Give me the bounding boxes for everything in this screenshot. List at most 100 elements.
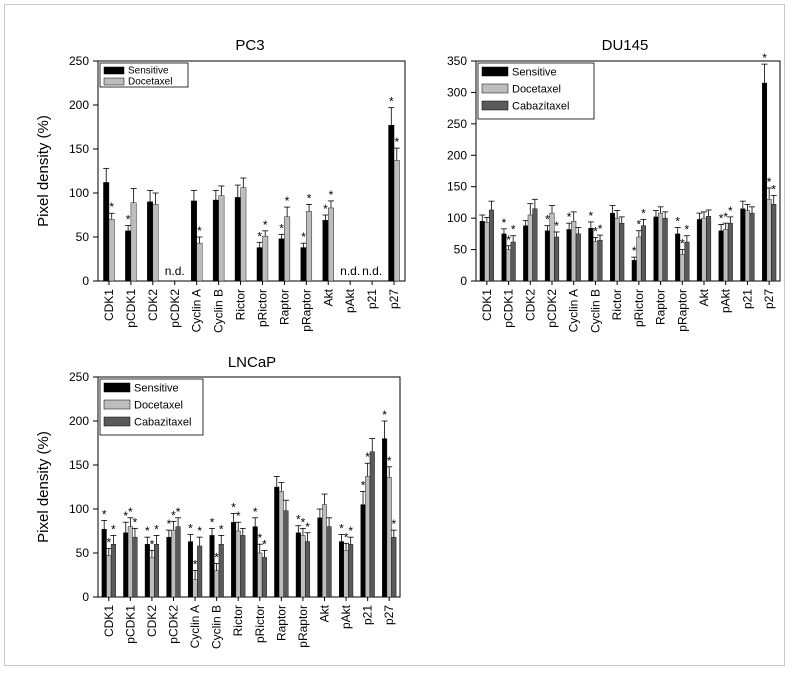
legend-swatch-docetaxel (103, 77, 125, 86)
bar-sensitive-pakt (338, 541, 344, 598)
significance-star: * (593, 225, 598, 239)
bar-cabazitaxel-p21 (369, 451, 375, 598)
bar-cabazitaxel-cyclin-b (218, 544, 224, 598)
significance-star: * (387, 454, 392, 468)
bar-sensitive-pcdk2 (166, 536, 172, 598)
significance-star: * (391, 517, 396, 531)
legend-label-sensitive: Sensitive (512, 67, 557, 79)
bar-sensitive-praptor (295, 532, 301, 598)
x-tick-label-p21: p21 (365, 289, 379, 309)
significance-star: * (771, 183, 776, 197)
significance-star: * (329, 188, 334, 202)
bar-docetaxel-cdk2 (152, 204, 159, 282)
bar-cabazitaxel-cyclin-a (575, 233, 581, 282)
bar-sensitive-cdk1 (103, 182, 110, 282)
bar-sensitive-rictor (234, 197, 241, 282)
y-tick-label: 200 (447, 148, 467, 162)
not-detected-label: n.d. (362, 264, 382, 278)
chart-title: PC3 (235, 37, 264, 54)
significance-star: * (296, 513, 301, 527)
legend-swatch-docetaxel (481, 83, 509, 94)
bar-docetaxel-cdk2 (527, 214, 533, 282)
x-tick-label-pakt: pAkt (719, 288, 733, 313)
significance-star: * (323, 202, 328, 216)
bar-cabazitaxel-pcdk1 (132, 536, 138, 598)
bar-docetaxel-pakt (343, 550, 349, 598)
bar-sensitive-p21 (740, 208, 746, 282)
bar-cabazitaxel-cyclin-a (197, 545, 203, 598)
bar-docetaxel-raptor (278, 491, 284, 598)
x-tick-label-pakt: pAkt (343, 288, 357, 313)
significance-star: * (219, 522, 224, 536)
plot-area (475, 60, 781, 282)
legend-label-sensitive: Sensitive (134, 383, 179, 395)
x-tick-label-raptor: Raptor (654, 289, 668, 325)
significance-star: * (102, 507, 107, 521)
legend-label-sensitive: Sensitive (128, 66, 169, 77)
x-tick-label-pcdk2: pCDK2 (168, 289, 182, 328)
bar-cabazitaxel-prictor (640, 225, 646, 282)
significance-star: * (637, 218, 642, 232)
x-tick-label-prictor: pRictor (255, 289, 269, 327)
y-axis-label: Pixel density (%) (35, 115, 52, 227)
y-tick-label: 50 (454, 243, 468, 257)
bar-cabazitaxel-cdk2 (532, 208, 538, 282)
bar-docetaxel-cyclin-a (196, 242, 203, 282)
x-tick-label-cyclin-b: Cyclin B (212, 289, 226, 333)
bar-docetaxel-pcdk1 (130, 202, 137, 282)
significance-star: * (598, 222, 603, 236)
bar-cabazitaxel-pakt (348, 544, 354, 598)
y-tick-label: 150 (69, 458, 89, 472)
significance-star: * (348, 524, 353, 538)
legend-swatch-sensitive (481, 66, 509, 77)
bar-cabazitaxel-pcdk2 (175, 526, 181, 598)
x-tick-label-akt: Akt (697, 288, 711, 306)
bar-cabazitaxel-p27 (391, 536, 397, 598)
bar-docetaxel-akt (322, 504, 328, 598)
y-tick-label: 100 (69, 502, 89, 516)
significance-star: * (197, 524, 202, 538)
bar-docetaxel-cyclin-a (192, 579, 198, 598)
significance-star: * (301, 230, 306, 244)
x-tick-label-cdk2: CDK2 (523, 289, 537, 321)
significance-star: * (567, 210, 572, 224)
x-tick-label-raptor: Raptor (274, 605, 288, 641)
y-tick-label: 100 (447, 211, 467, 225)
bar-sensitive-prictor (631, 260, 637, 282)
x-tick-label-cyclin-b: Cyclin B (210, 605, 224, 649)
significance-star: * (632, 244, 637, 258)
bar-docetaxel-cyclin-b (214, 570, 220, 598)
bar-docetaxel-akt (328, 207, 334, 282)
x-tick-label-rictor: Rictor (610, 289, 624, 320)
bar-docetaxel-cyclin-b (218, 195, 225, 282)
y-tick-label: 150 (447, 180, 467, 194)
significance-star: * (394, 135, 399, 149)
x-tick-label-cdk1: CDK1 (102, 605, 116, 637)
x-tick-label-pcdk1: pCDK1 (502, 289, 516, 328)
x-tick-label-cyclin-a: Cyclin A (190, 289, 204, 332)
y-tick-label: 50 (76, 230, 90, 244)
bar-docetaxel-pcdk1 (127, 526, 133, 598)
bar-sensitive-cdk2 (523, 225, 529, 282)
x-tick-label-cdk2: CDK2 (145, 605, 159, 637)
x-tick-label-praptor: pRaptor (675, 289, 689, 332)
legend-swatch-sensitive (103, 66, 125, 75)
bar-cabazitaxel-pakt (727, 222, 733, 282)
bar-sensitive-pcdk2 (544, 230, 550, 282)
bar-sensitive-rictor (610, 212, 616, 282)
x-tick-label-p21: p21 (361, 605, 375, 625)
bar-docetaxel-cdk2 (149, 557, 155, 598)
y-tick-label: 0 (82, 274, 89, 288)
bar-docetaxel-prictor (636, 236, 642, 282)
significance-star: * (762, 51, 767, 65)
x-tick-label-praptor: pRaptor (296, 605, 310, 648)
bar-docetaxel-p21 (744, 210, 750, 282)
bar-docetaxel-rictor (235, 530, 241, 598)
bar-cabazitaxel-raptor (662, 217, 668, 282)
bar-sensitive-cyclin-a (566, 229, 572, 282)
bar-sensitive-raptor (274, 486, 280, 598)
bar-cabazitaxel-cdk1 (488, 209, 494, 282)
significance-star: * (111, 522, 116, 536)
bar-sensitive-rictor (231, 522, 237, 598)
significance-star: * (545, 213, 550, 227)
